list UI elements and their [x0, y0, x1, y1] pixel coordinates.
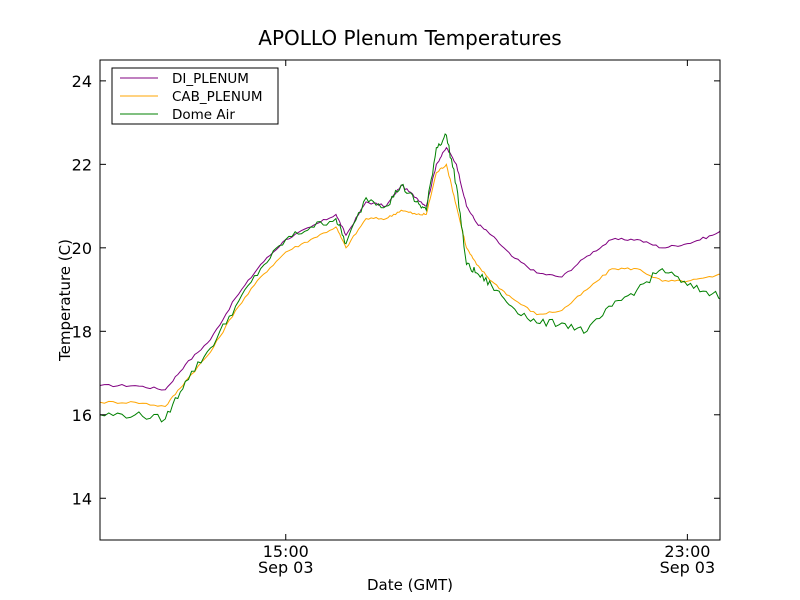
x-axis-label: Date (GMT)	[367, 576, 453, 594]
x-tick-date-label: Sep 03	[258, 558, 314, 577]
x-tick-date-label: Sep 03	[660, 558, 716, 577]
x-tick-time-label: 15:00	[263, 542, 309, 561]
series-layer	[100, 133, 720, 423]
y-tick-label: 22	[72, 155, 92, 174]
chart-title: APOLLO Plenum Temperatures	[258, 26, 561, 50]
y-tick-label: 18	[72, 322, 92, 341]
y-tick-label: 16	[72, 406, 92, 425]
legend-label-dome-air: Dome Air	[172, 107, 235, 123]
plot-frame	[99, 59, 721, 541]
y-axis-label: Temperature (C)	[56, 239, 74, 362]
legend: DI_PLENUM CAB_PLENUM Dome Air	[111, 67, 279, 125]
series-line-di-plenum	[100, 146, 720, 391]
y-tick-label: 24	[72, 72, 92, 91]
series-line-cab-plenum	[100, 163, 720, 407]
x-tick-time-label: 23:00	[664, 542, 710, 561]
legend-label-cab-plenum: CAB_PLENUM	[172, 89, 263, 105]
y-tick-label: 14	[72, 489, 92, 508]
y-tick-label: 20	[72, 239, 92, 258]
series-line-dome-air	[100, 133, 720, 423]
legend-label-di-plenum: DI_PLENUM	[172, 71, 249, 87]
